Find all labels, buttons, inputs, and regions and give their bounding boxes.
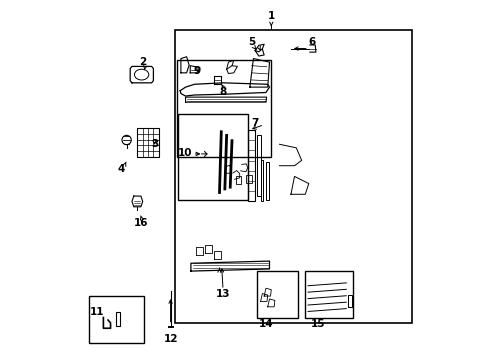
Text: 4: 4: [117, 164, 125, 174]
Bar: [265, 162, 268, 200]
Bar: [116, 312, 120, 327]
Bar: [176, 60, 271, 157]
Bar: [137, 128, 159, 157]
Text: 1: 1: [267, 11, 274, 21]
Bar: [235, 176, 241, 184]
Bar: [178, 114, 247, 200]
Bar: [260, 160, 263, 202]
Text: 16: 16: [133, 218, 148, 228]
Text: 9: 9: [193, 66, 201, 76]
Text: 7: 7: [251, 118, 258, 128]
Text: 8: 8: [219, 87, 226, 98]
Text: 11: 11: [90, 307, 104, 317]
Text: 13: 13: [215, 289, 230, 299]
Bar: [305, 271, 353, 318]
Text: 6: 6: [308, 37, 315, 48]
Text: 12: 12: [163, 334, 178, 344]
Text: 15: 15: [310, 319, 325, 329]
Text: 5: 5: [247, 37, 255, 48]
Bar: [175, 30, 411, 323]
Bar: [257, 135, 260, 196]
Text: 3: 3: [150, 139, 158, 149]
Bar: [246, 175, 251, 183]
Bar: [89, 296, 144, 342]
Bar: [247, 130, 254, 202]
Text: 10: 10: [177, 148, 192, 158]
Text: 2: 2: [139, 57, 146, 67]
Text: 14: 14: [258, 319, 273, 329]
Bar: [257, 271, 298, 318]
